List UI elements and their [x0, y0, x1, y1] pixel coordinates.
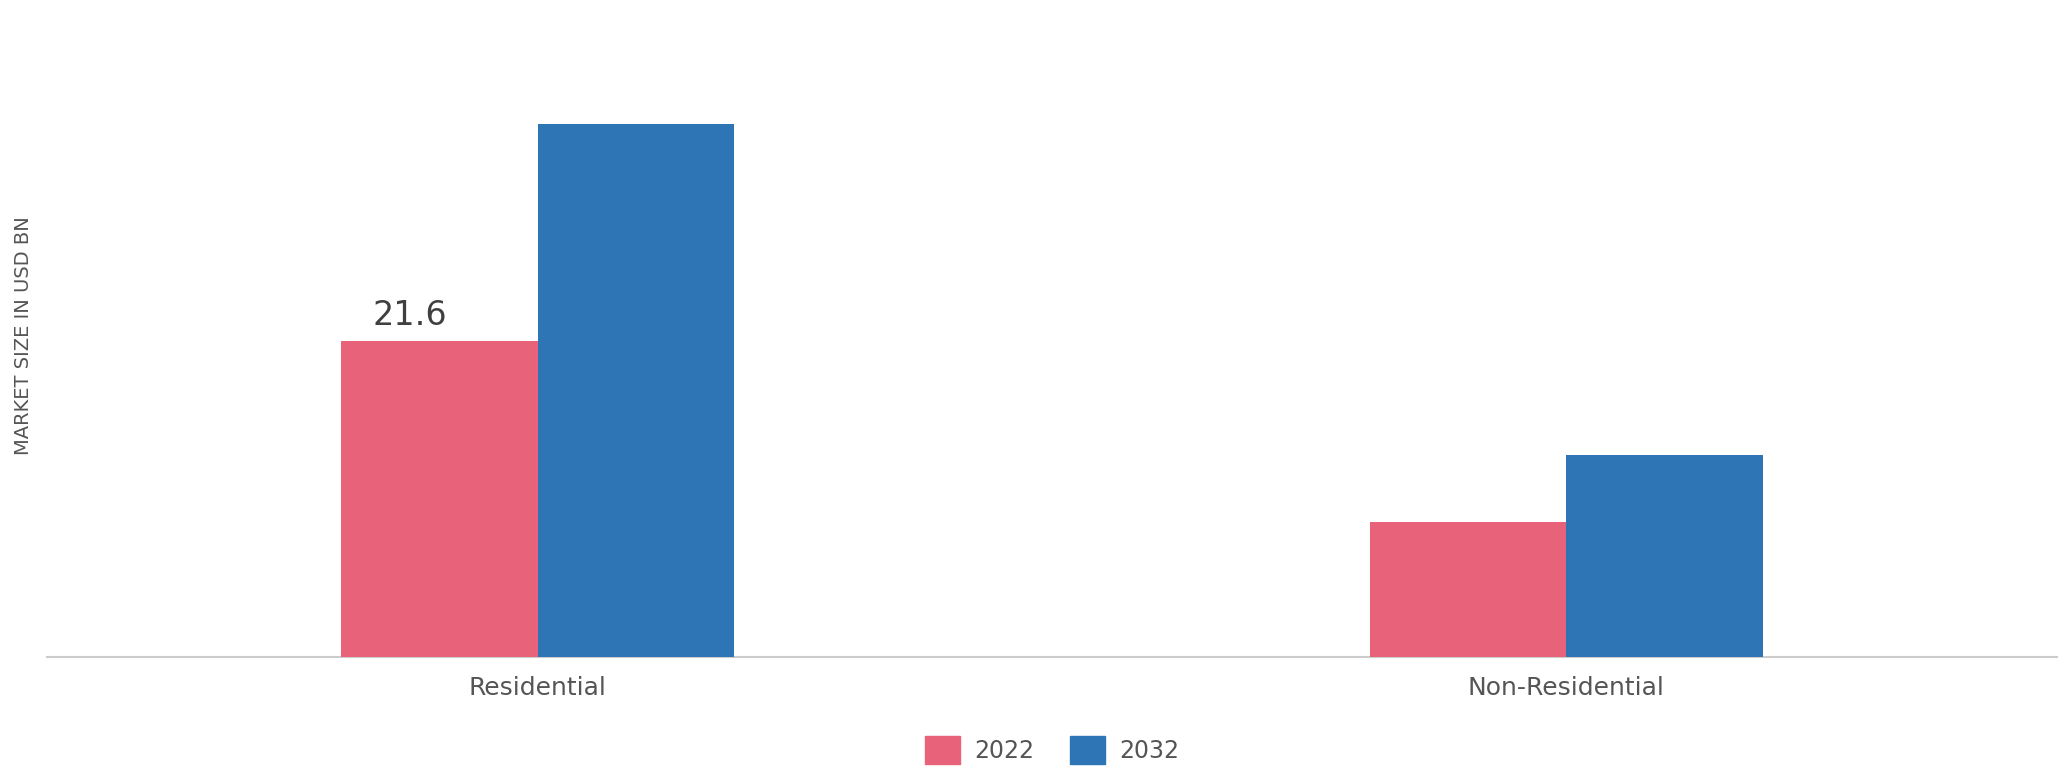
Text: 21.6: 21.6 — [373, 299, 447, 333]
Legend: 2022, 2032: 2022, 2032 — [915, 726, 1189, 774]
Bar — [1566, 455, 1762, 657]
Bar — [538, 124, 733, 657]
Bar — [342, 341, 538, 657]
Y-axis label: MARKET SIZE IN USD BN: MARKET SIZE IN USD BN — [14, 216, 33, 455]
Bar — [1369, 523, 1566, 657]
